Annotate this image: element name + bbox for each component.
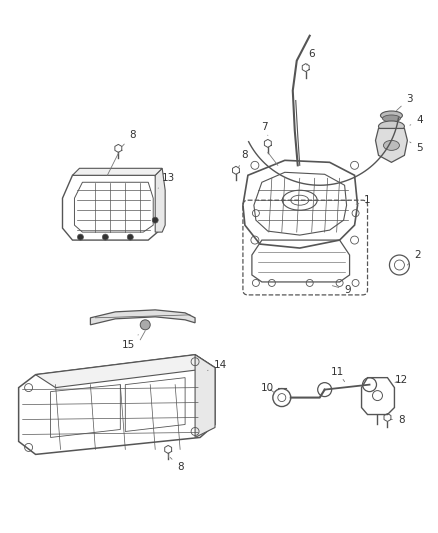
Polygon shape — [155, 168, 165, 232]
Text: 8: 8 — [122, 131, 136, 147]
Polygon shape — [35, 355, 215, 387]
Ellipse shape — [381, 111, 403, 120]
Polygon shape — [72, 168, 162, 175]
Text: 9: 9 — [332, 285, 351, 295]
Circle shape — [102, 234, 108, 240]
Text: 5: 5 — [410, 142, 423, 154]
Text: 14: 14 — [208, 360, 226, 370]
Text: 6: 6 — [307, 49, 315, 65]
Circle shape — [127, 234, 133, 240]
Circle shape — [152, 217, 158, 223]
Text: 3: 3 — [396, 93, 413, 110]
Polygon shape — [90, 310, 195, 325]
Polygon shape — [375, 128, 407, 163]
Text: 11: 11 — [331, 367, 345, 382]
Text: 10: 10 — [261, 383, 275, 393]
Text: 1: 1 — [356, 195, 371, 205]
Circle shape — [140, 320, 150, 330]
Text: 13: 13 — [158, 173, 175, 188]
Text: 8: 8 — [170, 457, 184, 472]
Text: 8: 8 — [392, 415, 405, 424]
Polygon shape — [195, 355, 215, 438]
Ellipse shape — [378, 121, 404, 132]
Text: 7: 7 — [261, 123, 268, 135]
Circle shape — [78, 234, 83, 240]
Text: 12: 12 — [395, 375, 408, 385]
Text: 8: 8 — [238, 150, 248, 168]
Ellipse shape — [384, 140, 399, 150]
Ellipse shape — [382, 115, 400, 122]
Text: 15: 15 — [122, 335, 138, 350]
Text: 4: 4 — [410, 116, 423, 125]
Text: 2: 2 — [407, 250, 420, 265]
